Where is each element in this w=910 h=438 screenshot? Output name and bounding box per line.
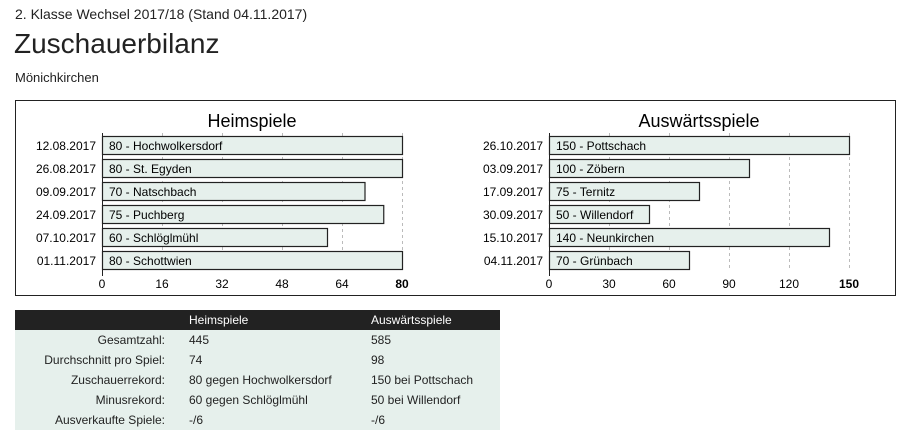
stats-header: Heimspiele Auswärtsspiele — [15, 310, 500, 330]
tick-label: 150 — [839, 277, 859, 291]
stat-away: -/6 — [371, 410, 500, 430]
stats-row: Zuschauerrekord: 80 gegen Hochwolkersdorf… — [15, 370, 500, 390]
stat-home: 60 gegen Schlöglmühl — [189, 390, 371, 410]
bar-date: 03.09.2017 — [483, 162, 543, 176]
bar-label: 60 - Schlöglmühl — [109, 231, 198, 245]
bar — [101, 227, 329, 248]
stats-table: Heimspiele Auswärtsspiele Gesamtzahl: 445… — [15, 310, 500, 430]
bar — [101, 204, 385, 225]
stat-home: 80 gegen Hochwolkersdorf — [189, 370, 371, 390]
tick-label: 32 — [215, 277, 229, 291]
stat-home: -/6 — [189, 410, 371, 430]
bar-label: 70 - Natschbach — [109, 185, 196, 199]
stats-row: Gesamtzahl: 445 585 — [15, 330, 500, 350]
tick-label: 30 — [602, 277, 616, 291]
bar-date: 17.09.2017 — [483, 185, 543, 199]
bar-date: 24.09.2017 — [36, 208, 96, 222]
bar-label: 80 - St. Egyden — [109, 162, 192, 176]
bar-date: 26.10.2017 — [483, 139, 543, 153]
tick-label: 0 — [546, 277, 553, 291]
stats-row: Durchschnitt pro Spiel: 74 98 — [15, 350, 500, 370]
tick-label: 120 — [779, 277, 799, 291]
bar-label: 140 - Neunkirchen — [556, 231, 654, 245]
chart-title: Heimspiele — [207, 111, 296, 131]
bar-date: 04.11.2017 — [484, 254, 543, 268]
bar-label: 75 - Puchberg — [109, 208, 184, 222]
bar-label: 50 - Willendorf — [556, 208, 634, 222]
charts: Heimspiele 0 16 32 48 64 80 12.08.2017 80 - Hoch… — [36, 111, 859, 291]
stat-label: Durchschnitt pro Spiel: — [15, 350, 189, 370]
stat-away: 150 bei Pottschach — [371, 370, 500, 390]
bar — [548, 204, 651, 225]
bar-date: 15.10.2017 — [483, 231, 543, 245]
bar-label: 100 - Zöbern — [556, 162, 625, 176]
stat-label: Ausverkaufte Spiele: — [15, 410, 189, 430]
bar-date: 07.10.2017 — [36, 231, 96, 245]
stat-home: 74 — [189, 350, 371, 370]
stats-row: Minusrekord: 60 gegen Schlöglmühl 50 bei W… — [15, 390, 500, 410]
header-auswaertsspiele: Auswärtsspiele — [371, 310, 500, 330]
bar-date: 26.08.2017 — [36, 162, 96, 176]
stat-label: Gesamtzahl: — [15, 330, 189, 350]
bar — [548, 135, 851, 156]
bar — [548, 158, 751, 179]
header-heimspiele: Heimspiele — [189, 310, 371, 330]
bar — [548, 181, 701, 202]
bar-date: 01.11.2017 — [37, 254, 96, 268]
tick-label: 16 — [155, 277, 169, 291]
chart-title: Auswärtsspiele — [638, 111, 759, 131]
stat-home: 445 — [189, 330, 371, 350]
stat-away: 50 bei Willendorf — [371, 390, 500, 410]
team-name: Mönichkirchen — [15, 70, 99, 85]
bar — [101, 158, 404, 179]
stat-label: Zuschauerrekord: — [15, 370, 189, 390]
bar-date: 09.09.2017 — [36, 185, 96, 199]
stat-away: 98 — [371, 350, 500, 370]
chart-box: Heimspiele 0 16 32 48 64 80 12.08.2017 80 - Hoch… — [15, 100, 896, 296]
tick-label: 80 — [395, 277, 409, 291]
stats-row: Ausverkaufte Spiele: -/6 -/6 — [15, 410, 500, 430]
bar — [101, 135, 404, 156]
tick-label: 60 — [662, 277, 676, 291]
bar-label: 150 - Pottschach — [556, 139, 646, 153]
bar-label: 70 - Grünbach — [556, 254, 633, 268]
tick-label: 0 — [99, 277, 106, 291]
bar-label: 80 - Schottwien — [109, 254, 192, 268]
page-title: Zuschauerbilanz — [14, 28, 220, 59]
bar-label: 80 - Hochwolkersdorf — [109, 139, 223, 153]
tick-label: 48 — [275, 277, 289, 291]
bar-label: 75 - Ternitz — [556, 185, 615, 199]
header-empty — [15, 310, 189, 330]
stat-away: 585 — [371, 330, 500, 350]
tick-label: 64 — [335, 277, 349, 291]
tick-label: 90 — [722, 277, 736, 291]
bar-date: 12.08.2017 — [36, 139, 96, 153]
bar-date: 30.09.2017 — [483, 208, 543, 222]
subtitle: 2. Klasse Wechsel 2017/18 (Stand 04.11.2… — [15, 6, 308, 22]
bar — [548, 227, 831, 248]
bar — [548, 250, 691, 271]
bar — [101, 181, 366, 202]
bar — [101, 250, 404, 271]
stat-label: Minusrekord: — [15, 390, 189, 410]
